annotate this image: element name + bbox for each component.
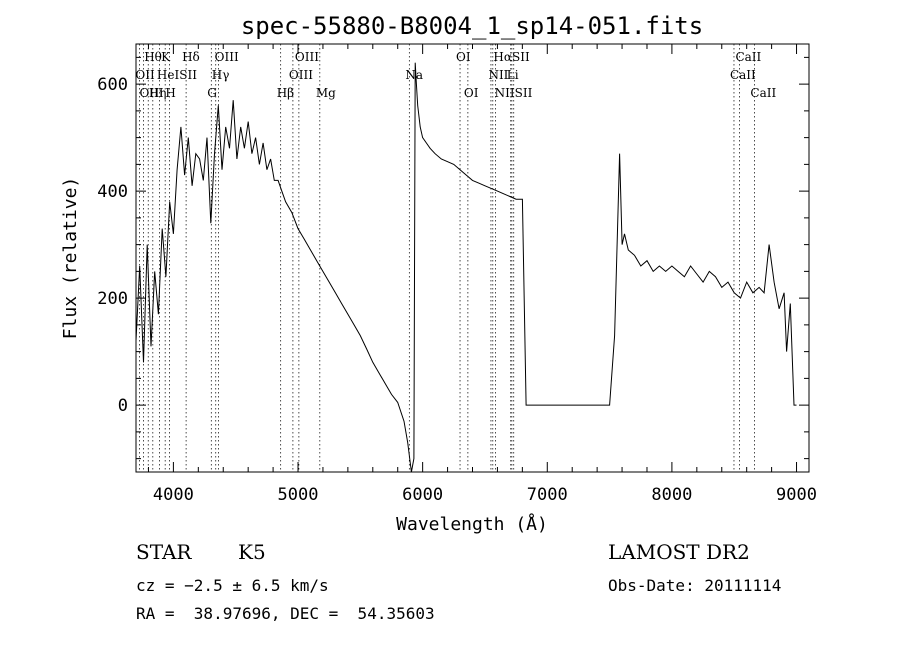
line-label: HeISII xyxy=(157,68,197,82)
line-label: G xyxy=(207,86,217,100)
object-class: STAR xyxy=(136,540,192,564)
y-tick-label: 0 xyxy=(118,396,128,416)
line-label: K xyxy=(161,50,171,64)
y-tick-label: 400 xyxy=(97,182,128,202)
line-label: Hβ xyxy=(277,86,294,100)
y-axis-label: Flux (relative) xyxy=(60,177,81,340)
line-label: NIISII xyxy=(495,86,533,100)
line-label: Hγ xyxy=(212,68,230,82)
x-tick-label: 4000 xyxy=(153,485,194,505)
line-label: NII xyxy=(488,68,508,82)
line-label: CaII xyxy=(730,68,756,82)
line-label: Li xyxy=(507,68,519,82)
line-label: Hθ xyxy=(144,50,162,64)
x-tick-label: 9000 xyxy=(776,485,817,505)
line-label: Na xyxy=(405,68,423,82)
x-tick-label: 5000 xyxy=(278,485,319,505)
plot-frame xyxy=(135,43,810,473)
line-label: H xyxy=(165,86,175,100)
x-tick-label: 7000 xyxy=(527,485,568,505)
y-tick-label: 200 xyxy=(97,289,128,309)
y-tick-label: 600 xyxy=(97,75,128,95)
spectrum-line xyxy=(135,62,797,473)
line-label: OIII xyxy=(139,86,163,100)
line-label: Mg xyxy=(316,86,336,100)
x-axis-label: Wavelength (Å) xyxy=(396,513,548,535)
line-label: HαSII xyxy=(493,50,530,64)
x-tick-label: 8000 xyxy=(651,485,692,505)
emission-line-markers xyxy=(139,44,755,472)
coordinates: RA = 38.97696, DEC = 54.35603 xyxy=(136,604,435,623)
line-label: Hη xyxy=(149,86,167,100)
line-label: OI xyxy=(456,50,471,64)
object-subclass: K5 xyxy=(238,540,266,564)
line-label: Hδ xyxy=(182,50,200,64)
redshift-velocity: cz = −2.5 ± 6.5 km/s xyxy=(136,576,329,595)
x-axis: 4000 5000 6000 7000 8000 9000 xyxy=(147,44,817,505)
emission-line-labels: Hθ K Hδ OIII OIII OI HαSII CaII OII HeISII Hγ OIII N… xyxy=(135,50,776,100)
chart-title: spec-55880-B8004_1_sp14-051.fits xyxy=(241,12,703,40)
line-label: OIII xyxy=(215,50,239,64)
y-axis: 0 200 400 600 xyxy=(97,56,809,460)
observation-date: Obs-Date: 20111114 xyxy=(608,576,782,595)
survey-name: LAMOST DR2 xyxy=(608,540,750,564)
line-label: CaII xyxy=(750,86,776,100)
line-label: OIII xyxy=(295,50,319,64)
line-label: CaII xyxy=(735,50,761,64)
line-label: OIII xyxy=(289,68,313,82)
x-tick-label: 6000 xyxy=(402,485,443,505)
line-label: OI xyxy=(464,86,479,100)
line-label: OII xyxy=(135,68,155,82)
